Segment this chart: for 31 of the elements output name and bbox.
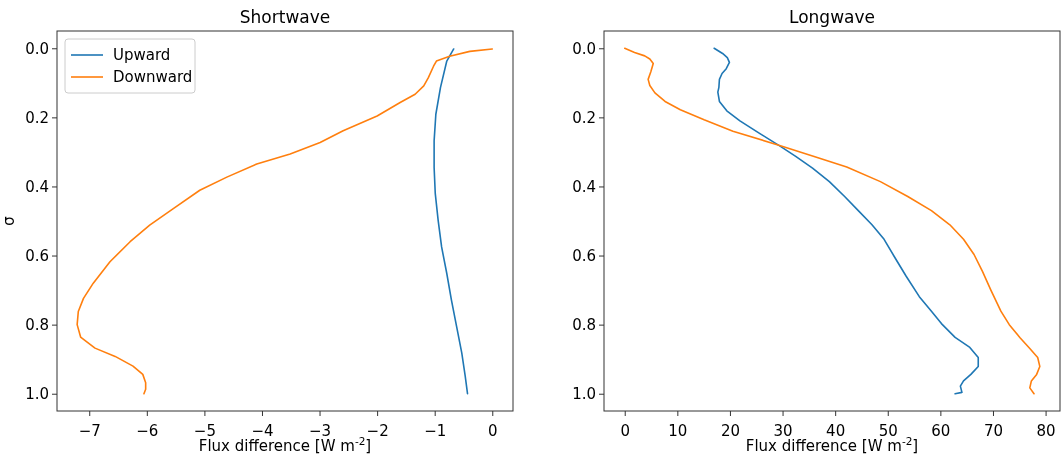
line-series bbox=[713, 47, 980, 395]
y-tick-label: 0.6 bbox=[25, 246, 49, 265]
y-tick-label: 0.6 bbox=[572, 246, 596, 265]
y-tick-label: 0.0 bbox=[572, 39, 596, 58]
legend-label: Upward bbox=[113, 46, 171, 64]
y-tick-label: 0.8 bbox=[25, 315, 49, 334]
y-axis-title: σ bbox=[0, 215, 18, 226]
line-series bbox=[433, 48, 469, 395]
x-tick-label: 10 bbox=[668, 421, 688, 440]
x-tick-label: −7 bbox=[78, 421, 101, 440]
x-tick-label: −1 bbox=[424, 421, 447, 440]
x-tick-label: 20 bbox=[720, 421, 740, 440]
y-tick-label: 0.8 bbox=[572, 315, 596, 334]
line-series bbox=[76, 48, 494, 395]
x-tick-label: −6 bbox=[136, 421, 159, 440]
x-tick-label: 70 bbox=[983, 421, 1004, 440]
x-tick-label: 0 bbox=[620, 421, 630, 440]
y-tick-label: 0.4 bbox=[25, 177, 49, 196]
chart-title: Longwave bbox=[789, 7, 875, 27]
x-tick-label: 0 bbox=[488, 421, 498, 440]
y-tick-label: 0.2 bbox=[572, 108, 596, 127]
chart-title: Shortwave bbox=[239, 7, 331, 27]
y-tick-label: 1.0 bbox=[25, 385, 49, 404]
x-tick-label: 80 bbox=[1036, 421, 1056, 440]
y-tick-label: 0.2 bbox=[25, 108, 49, 127]
y-tick-label: 0.0 bbox=[25, 39, 49, 58]
x-tick-label: 60 bbox=[931, 421, 951, 440]
y-tick-label: 1.0 bbox=[572, 385, 596, 404]
y-tick-label: 0.4 bbox=[572, 177, 596, 196]
legend-label: Downward bbox=[113, 68, 193, 86]
line-series bbox=[623, 47, 1041, 395]
